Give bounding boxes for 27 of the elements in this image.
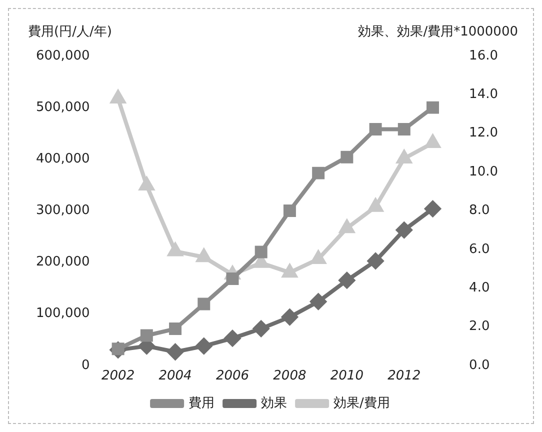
x-tick-label: 2012 xyxy=(388,368,421,384)
y2-tick-label: 6.0 xyxy=(469,242,490,257)
y-axis-title: 費用(円/人/年) xyxy=(28,24,112,40)
y2-tick-label: 14.0 xyxy=(469,87,498,102)
y2-tick-label: 12.0 xyxy=(469,126,498,141)
x-tick-label: 2006 xyxy=(216,368,250,384)
y-tick-label: 600,000 xyxy=(36,48,90,64)
y2-tick-label: 8.0 xyxy=(469,203,490,218)
y2-tick-label: 2.0 xyxy=(469,319,490,334)
x-tick-label: 2002 xyxy=(102,368,135,384)
y-tick-label: 300,000 xyxy=(36,203,90,218)
legend-label: 費用 xyxy=(188,396,215,411)
y2-tick-label: 0.0 xyxy=(469,358,490,373)
y2-tick-label: 16.0 xyxy=(469,48,498,64)
y2-tick-label: 4.0 xyxy=(469,280,490,296)
x-tick-label: 2004 xyxy=(158,368,192,384)
x-tick-label: 2008 xyxy=(273,368,306,384)
legend-label: 効果/費用 xyxy=(334,396,390,411)
y2-axis-title: 効果、効果/費用*1000000 xyxy=(358,24,518,40)
y2-tick-label: 10.0 xyxy=(469,164,498,180)
y-tick-label: 400,000 xyxy=(36,152,90,167)
y-tick-label: 0 xyxy=(81,358,90,373)
x-tick-label: 2010 xyxy=(330,368,364,384)
legend-label: 効果 xyxy=(261,396,288,411)
y-tick-label: 500,000 xyxy=(36,100,90,115)
y-tick-label: 200,000 xyxy=(36,254,90,270)
y-tick-label: 100,000 xyxy=(36,306,90,322)
